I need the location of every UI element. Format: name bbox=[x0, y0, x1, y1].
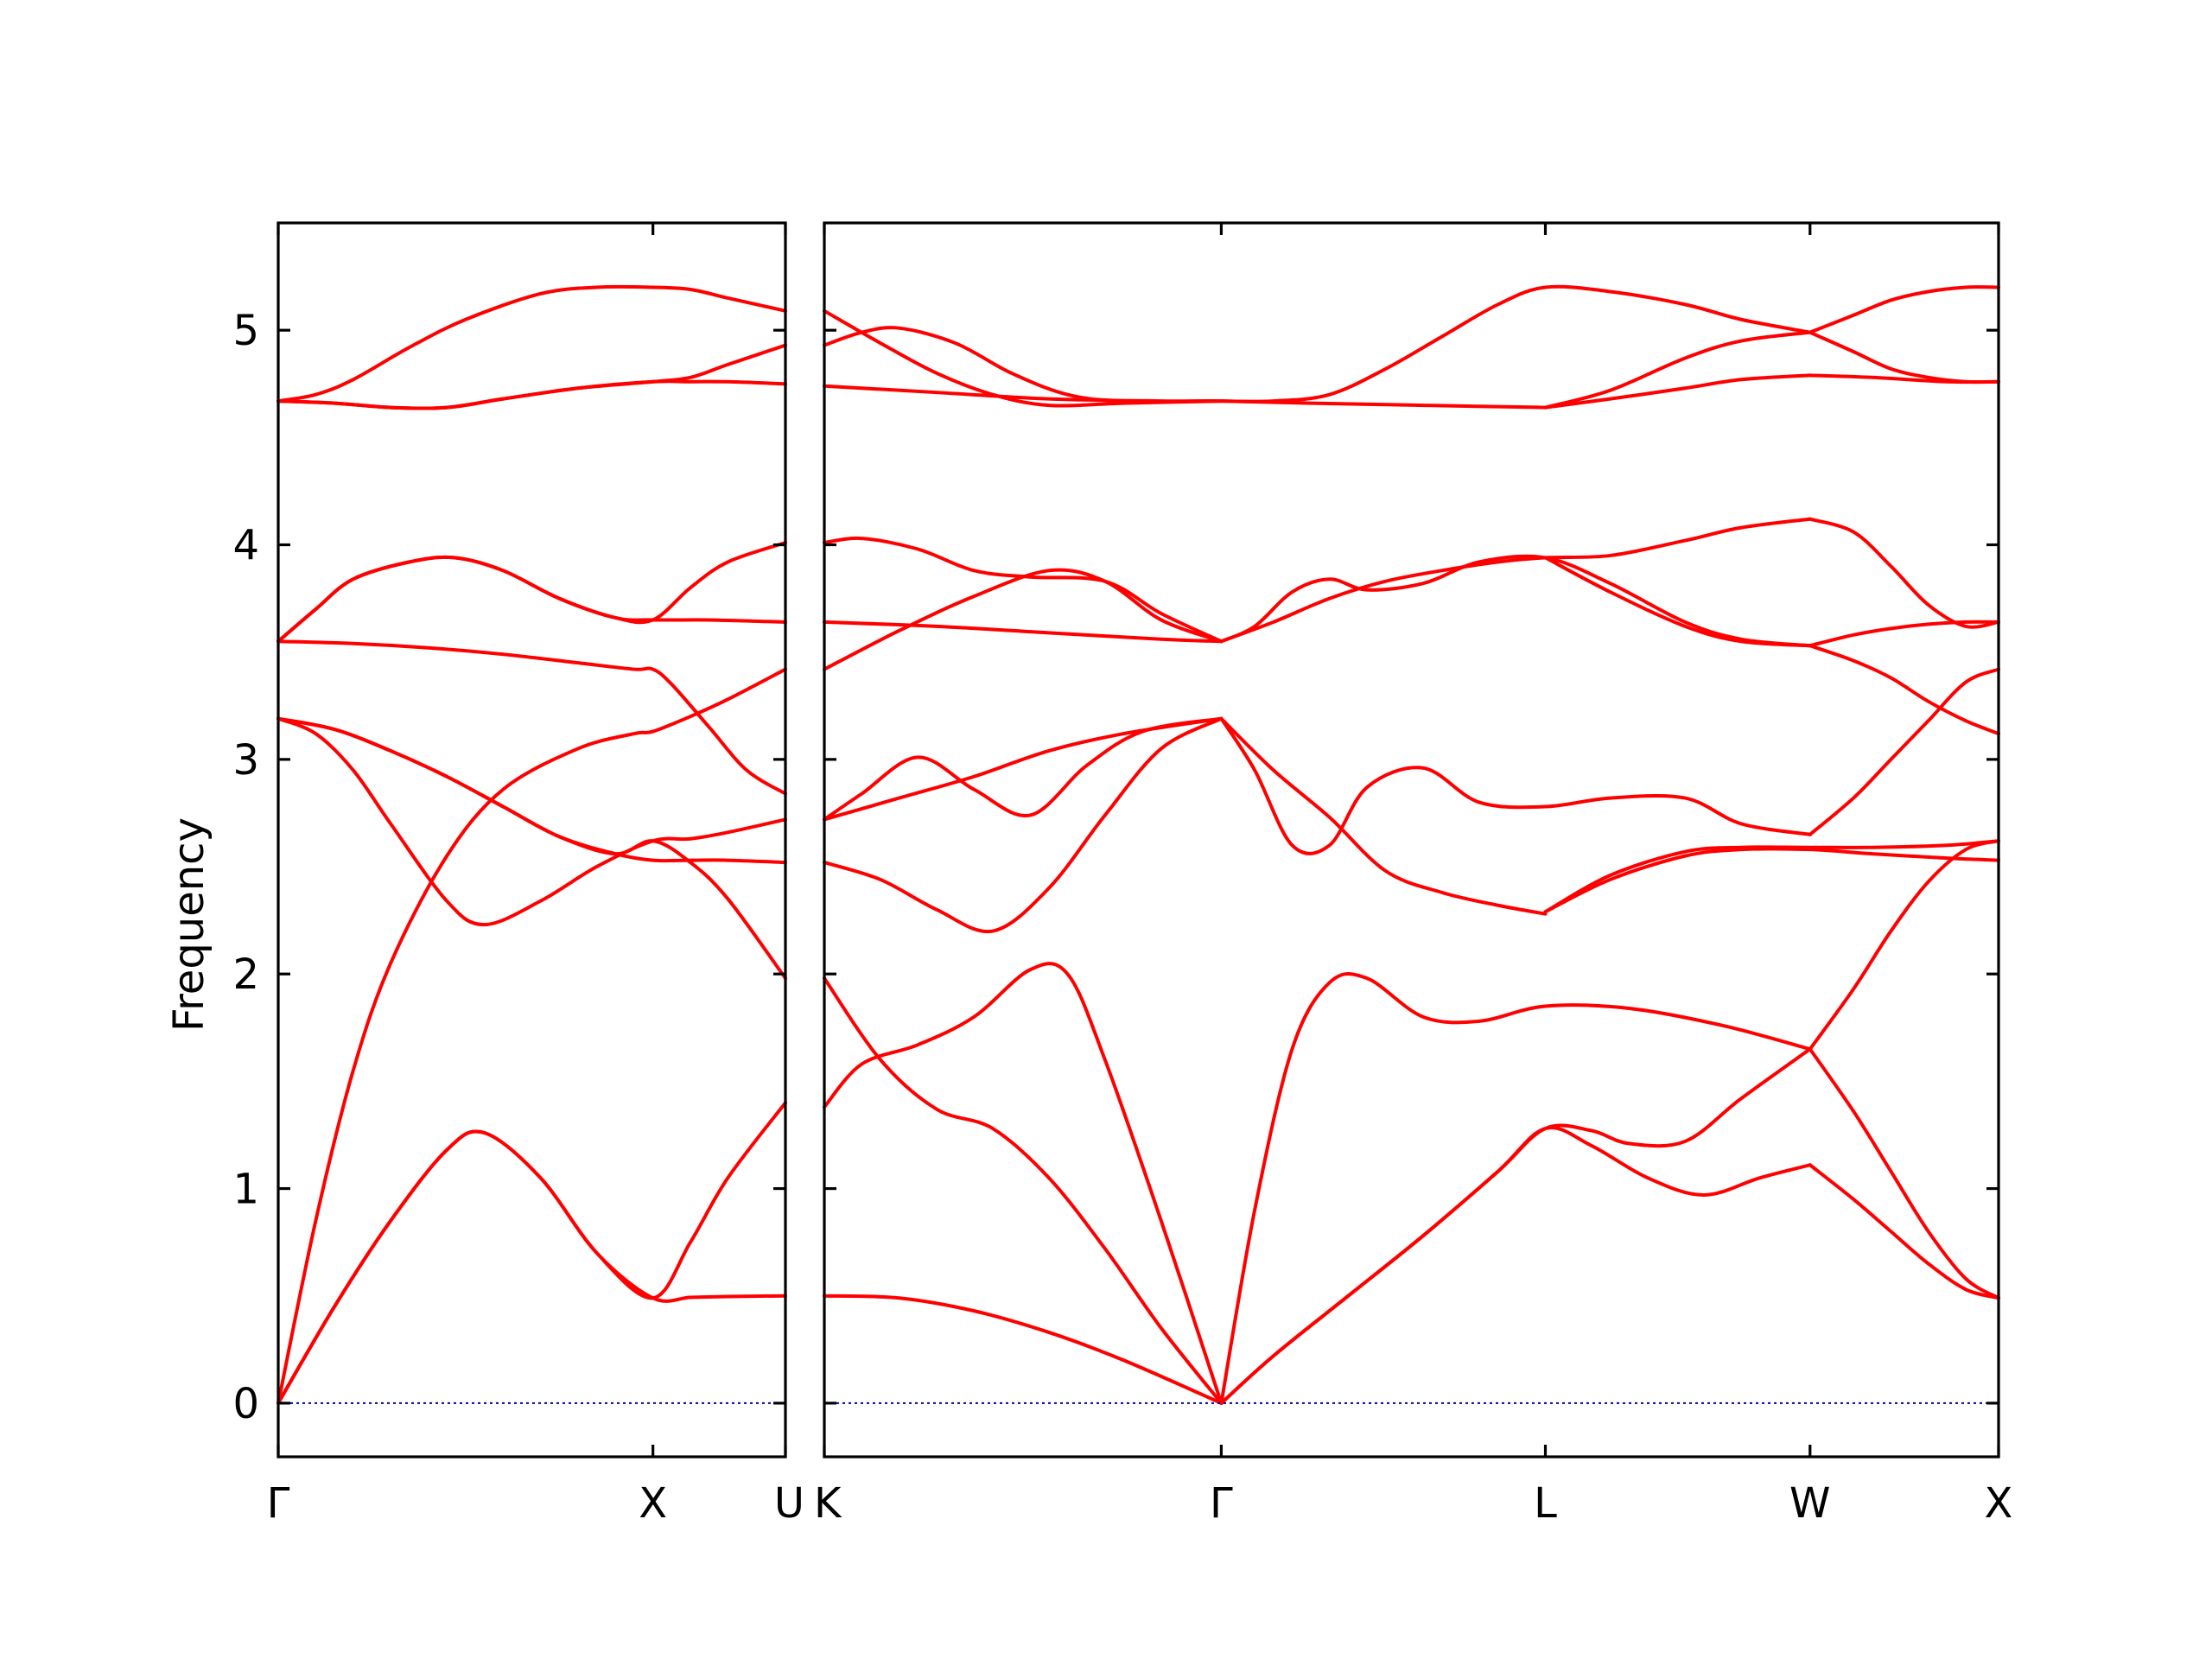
phonon-band-22 bbox=[1219, 554, 1812, 648]
phonon-band-21 bbox=[1219, 517, 1812, 644]
phonon-band-7 bbox=[1808, 1047, 2000, 1300]
y-axis-label: Frequency bbox=[165, 817, 213, 1032]
phonon-band-35 bbox=[1808, 373, 2000, 385]
phonon-band-8 bbox=[1808, 839, 2000, 1052]
phonon-band-7 bbox=[276, 639, 787, 796]
left-panel-ticks bbox=[276, 223, 787, 1457]
phonon-band-26 bbox=[1808, 644, 2000, 736]
phonon-band-12 bbox=[823, 716, 1224, 822]
phonon-band-13 bbox=[1219, 716, 1548, 916]
phonon-band-9 bbox=[1219, 972, 1812, 1405]
phonon-band-10 bbox=[823, 716, 1224, 934]
y-tick-label: 0 bbox=[232, 1380, 259, 1428]
phonon-band-2 bbox=[823, 976, 1224, 1405]
phonon-band-17 bbox=[1543, 847, 2000, 914]
x-tick-label-Γ: Γ bbox=[1210, 1479, 1233, 1528]
y-tick-label: 2 bbox=[232, 950, 259, 999]
phonon-band-31 bbox=[1543, 373, 1812, 410]
phonon-band-33 bbox=[1808, 285, 2000, 334]
phonon-band-6 bbox=[1808, 1163, 2000, 1300]
phonon-band-14 bbox=[1219, 716, 1812, 855]
y-tick-label: 3 bbox=[232, 736, 259, 785]
phonon-band-19 bbox=[823, 568, 1224, 671]
phonon-band-29 bbox=[823, 308, 1224, 408]
y-tick-label: 1 bbox=[232, 1166, 259, 1214]
phonon-band-15 bbox=[1808, 667, 2000, 836]
right-panel-bands bbox=[823, 284, 2000, 1405]
phonon-band-12 bbox=[276, 343, 787, 410]
x-tick-label-Γ: Γ bbox=[267, 1479, 290, 1528]
y-tick-label: 4 bbox=[232, 522, 259, 570]
phonon-band-23 bbox=[1543, 556, 1812, 648]
phonon-band-5 bbox=[1219, 1126, 1812, 1405]
phonon-band-28 bbox=[823, 326, 1224, 404]
phonon-band-9 bbox=[276, 541, 787, 644]
y-tick-label: 5 bbox=[232, 307, 259, 355]
phonon-band-3 bbox=[276, 667, 787, 1405]
phonon-band-20 bbox=[823, 536, 1224, 644]
x-tick-label-U: U bbox=[774, 1479, 804, 1528]
phonon-band-18 bbox=[823, 620, 1224, 644]
left-panel-bands bbox=[276, 284, 787, 1405]
phonon-band-10 bbox=[276, 284, 787, 404]
x-tick-label-K: K bbox=[814, 1479, 842, 1528]
left-panel-frame bbox=[276, 221, 787, 1459]
phonon-band-16 bbox=[1543, 839, 2000, 914]
x-tick-label-W: W bbox=[1789, 1479, 1830, 1528]
phonon-band-25 bbox=[1808, 620, 2000, 648]
x-tick-label-X: X bbox=[639, 1479, 667, 1528]
phonon-band-1 bbox=[823, 1294, 1224, 1405]
right-panel-ticks bbox=[823, 223, 2000, 1457]
left-panel: 0 1 2 3 4 5 Γ X U Frequency bbox=[165, 221, 804, 1528]
x-tick-label-X: X bbox=[1985, 1479, 2013, 1528]
phonon-band-32 bbox=[1543, 330, 1812, 410]
phonon-band-2 bbox=[276, 1101, 787, 1405]
x-tick-label-L: L bbox=[1534, 1479, 1557, 1528]
phonon-band-4 bbox=[276, 716, 787, 927]
phonon-band-3 bbox=[823, 962, 1224, 1405]
phonon-band-30 bbox=[1219, 284, 1812, 404]
phonon-band-6 bbox=[276, 716, 787, 981]
phonon-band-24 bbox=[1808, 517, 2000, 629]
left-panel-y-tick-labels: 0 1 2 3 4 5 bbox=[232, 307, 259, 1428]
right-panel-frame bbox=[823, 221, 2000, 1459]
